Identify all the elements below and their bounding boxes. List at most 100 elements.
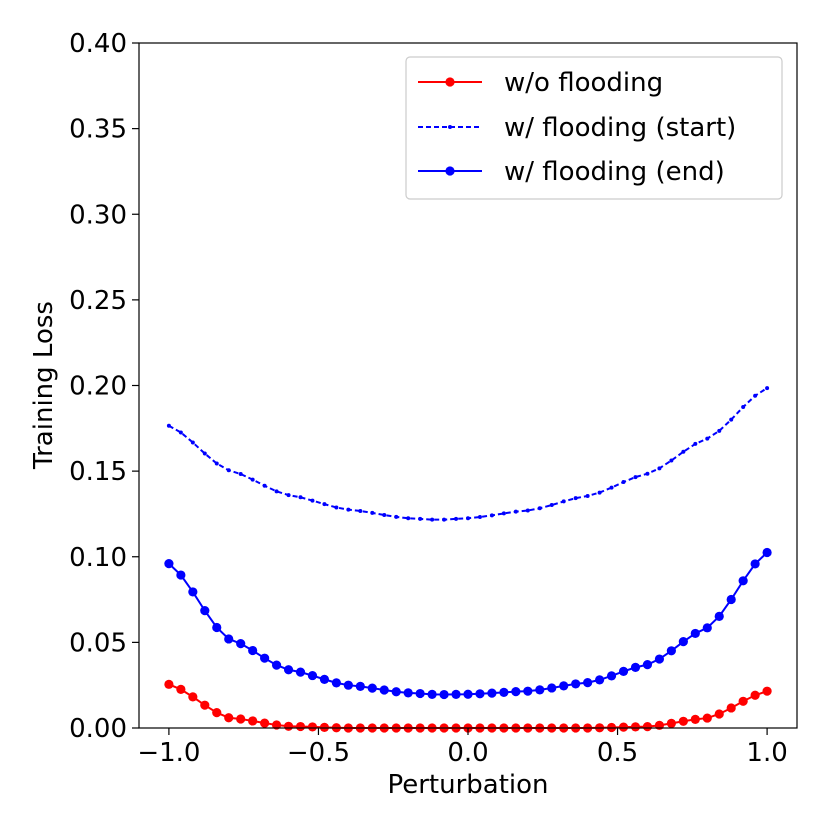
data-point — [298, 495, 303, 500]
series-3 — [164, 547, 772, 700]
data-point — [726, 703, 736, 713]
data-point — [260, 718, 270, 728]
legend-label: w/o flooding — [504, 68, 663, 98]
y-tick-label: 0.30 — [69, 200, 127, 230]
data-point — [274, 489, 279, 494]
data-point — [477, 515, 482, 520]
data-point — [202, 451, 207, 456]
data-point — [585, 493, 590, 498]
data-point — [666, 718, 676, 729]
data-point — [262, 483, 267, 488]
data-point — [283, 665, 294, 675]
data-point — [630, 662, 641, 672]
data-point — [367, 683, 377, 693]
data-point — [322, 502, 327, 507]
data-point — [391, 687, 401, 697]
data-point — [176, 570, 186, 580]
data-point — [714, 709, 724, 719]
data-point — [307, 722, 318, 732]
data-point — [561, 499, 566, 504]
data-point — [573, 496, 578, 501]
x-tick-label: −1.0 — [137, 738, 200, 768]
x-axis-title: Perturbation — [387, 770, 548, 800]
y-axis-title: Training Loss — [29, 301, 59, 470]
legend-marker — [445, 77, 455, 87]
data-point — [642, 722, 653, 732]
data-point — [212, 708, 222, 718]
data-point — [188, 587, 198, 597]
data-point — [271, 660, 282, 670]
data-point — [738, 696, 748, 706]
data-point — [499, 687, 509, 697]
y-tick-label: 0.10 — [69, 543, 127, 573]
data-point — [618, 722, 629, 732]
data-point — [260, 653, 270, 663]
legend-label: w/ flooding (end) — [504, 157, 725, 187]
data-point — [609, 485, 614, 490]
data-point — [454, 516, 459, 521]
data-point — [226, 468, 231, 473]
data-point — [250, 477, 255, 482]
data-point — [717, 428, 722, 433]
data-point — [200, 700, 210, 710]
data-point — [343, 680, 353, 690]
data-point — [475, 689, 485, 699]
data-point — [705, 436, 710, 441]
data-point — [224, 713, 234, 723]
data-point — [451, 689, 461, 699]
data-point — [630, 722, 641, 732]
data-point — [762, 686, 772, 696]
data-point — [224, 634, 234, 644]
data-point — [750, 690, 760, 700]
data-point — [331, 678, 341, 688]
data-point — [750, 559, 760, 569]
data-point — [618, 666, 629, 677]
data-point — [597, 490, 602, 495]
legend-item: w/ flooding (end) — [418, 157, 725, 187]
data-point — [346, 507, 351, 512]
data-point — [678, 637, 688, 647]
data-point — [370, 510, 375, 515]
x-tick-label: −0.5 — [287, 738, 350, 768]
legend-item: w/ flooding (start) — [418, 113, 736, 143]
y-tick-label: 0.15 — [69, 457, 127, 487]
data-point — [164, 679, 174, 689]
data-point — [427, 689, 437, 699]
data-point — [442, 517, 447, 522]
data-point — [654, 654, 665, 664]
data-point — [283, 721, 294, 731]
data-point — [702, 713, 712, 723]
data-point — [681, 449, 686, 454]
data-point — [355, 681, 365, 691]
data-point — [523, 686, 533, 696]
data-point — [319, 722, 330, 732]
data-point — [238, 472, 243, 477]
data-point — [765, 386, 770, 391]
y-tick-label: 0.35 — [69, 115, 127, 145]
data-point — [678, 716, 688, 726]
x-tick-label: 1.0 — [746, 738, 787, 768]
data-point — [334, 505, 339, 510]
data-point — [236, 714, 246, 724]
data-point — [295, 721, 306, 732]
data-point — [382, 513, 387, 517]
data-point — [669, 458, 674, 463]
data-point — [537, 506, 542, 511]
data-point — [559, 681, 569, 691]
data-point — [439, 689, 449, 700]
y-tick-label: 0.05 — [69, 628, 127, 658]
data-point — [236, 639, 246, 649]
data-point — [248, 645, 258, 656]
y-tick-label: 0.40 — [69, 29, 127, 59]
data-point — [248, 716, 258, 726]
data-point — [753, 393, 758, 398]
y-tick-label: 0.00 — [69, 714, 127, 744]
series-2 — [166, 386, 770, 522]
data-point — [271, 720, 282, 730]
legend-marker — [445, 166, 455, 176]
data-point — [164, 559, 174, 569]
data-point — [394, 514, 399, 519]
data-point — [466, 516, 470, 521]
data-point — [535, 685, 545, 695]
